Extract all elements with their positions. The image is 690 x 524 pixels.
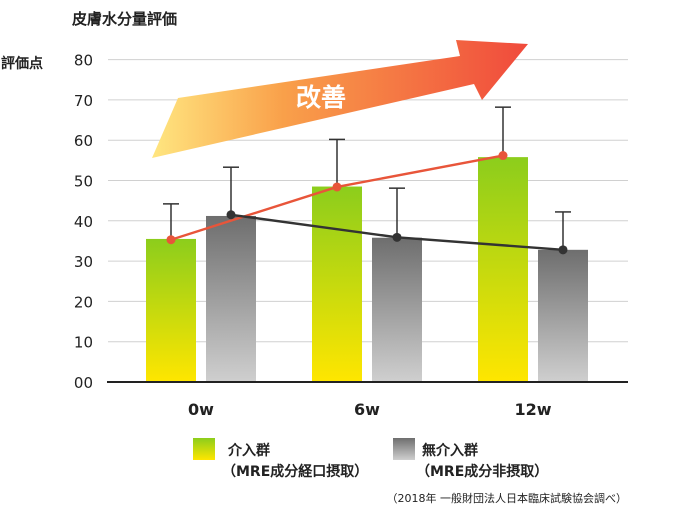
legend-swatch-intervention [193, 438, 215, 460]
y-tick-label: 70 [74, 92, 93, 110]
y-tick-label: 30 [74, 253, 93, 271]
bar-control [372, 237, 422, 382]
trend-lines [166, 151, 568, 255]
bars [146, 157, 588, 382]
trend-point-intervention [332, 182, 342, 192]
arrow-shape [152, 40, 528, 158]
y-tick-label: 00 [74, 374, 93, 392]
trend-point-control [558, 245, 568, 255]
bar-control [538, 249, 588, 382]
bar-control [206, 215, 256, 382]
x-tick-label: 12w [514, 400, 551, 419]
source-note: （2018年 一般財団法人日本臨床試験協会調べ） [387, 491, 628, 505]
bar-intervention [146, 238, 196, 382]
y-tick-label: 40 [74, 213, 93, 231]
legend-sublabel-control: （MRE成分非摂取） [416, 463, 548, 480]
y-tick-label: 10 [74, 334, 93, 352]
trend-point-control [226, 210, 236, 220]
bar-intervention [312, 186, 362, 382]
legend-swatch-control [393, 438, 415, 460]
trend-point-control [392, 232, 402, 242]
improvement-arrow: 改善 [152, 40, 528, 158]
y-tick-labels: 00 10 20 30 40 50 60 70 80 [74, 52, 93, 392]
legend-label-control: 無介入群 [422, 442, 478, 459]
bar-intervention [478, 157, 528, 382]
legend-sublabel-intervention: （MRE成分経口摂取） [222, 463, 368, 480]
y-axis-label: 評価点 [1, 55, 43, 72]
chart-title: 皮膚水分量評価 [72, 10, 177, 28]
legend: 介入群 （MRE成分経口摂取） 無介入群 （MRE成分非摂取） [193, 438, 548, 480]
y-tick-label: 60 [74, 132, 93, 150]
error-bars [163, 106, 571, 250]
trend-point-intervention [498, 151, 508, 161]
y-tick-label: 20 [74, 293, 93, 311]
arrow-label: 改善 [296, 83, 346, 112]
legend-label-intervention: 介入群 [227, 442, 270, 459]
x-tick-label: 0w [188, 400, 214, 419]
y-tick-label: 80 [74, 52, 93, 70]
x-tick-label: 6w [354, 400, 380, 419]
trend-point-intervention [166, 235, 176, 245]
x-tick-labels: 0w 6w 12w [188, 400, 552, 419]
y-tick-label: 50 [74, 173, 93, 191]
